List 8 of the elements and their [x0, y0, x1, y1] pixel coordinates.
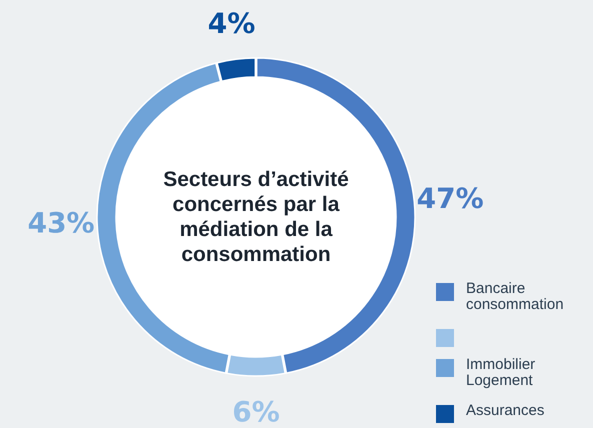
data-label: 47%: [416, 182, 484, 216]
legend-label: Bancaire consommation: [466, 280, 564, 313]
text: Secteurs d’activité concernés par la médiation de la consommation: [163, 168, 349, 266]
legend-label: Immobilier Logement: [466, 356, 536, 389]
data-label: 6%: [232, 396, 280, 428]
data-label: 43%: [28, 206, 95, 240]
data-label: 4%: [208, 7, 256, 40]
legend-label: Assurances: [466, 402, 544, 419]
